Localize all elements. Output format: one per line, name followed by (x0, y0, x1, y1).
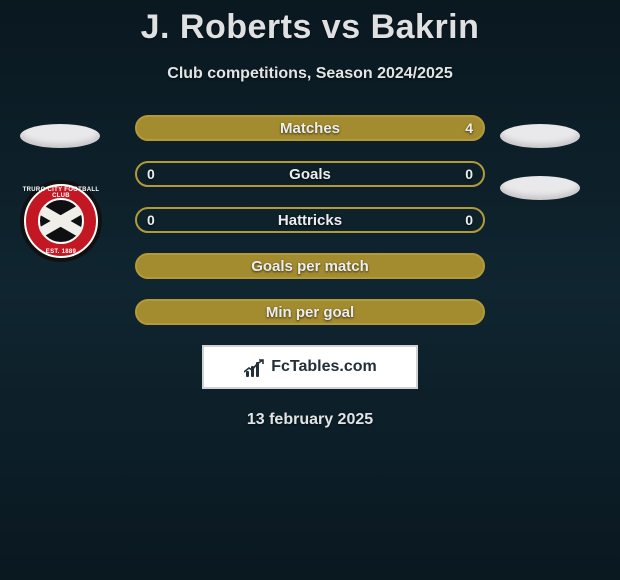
avatar-placeholder-right-2 (500, 176, 580, 200)
brand-text: FcTables.com (271, 358, 377, 376)
stat-value-right: 4 (465, 120, 473, 136)
stats-list: 4 Matches 0 0 Goals 0 0 Hattricks Goals per matc… (135, 115, 485, 325)
stat-value-left: 0 (147, 212, 155, 228)
stat-pill: Min per goal (135, 299, 485, 325)
brand-attribution: FcTables.com (202, 345, 418, 389)
avatar-placeholder-right-1 (500, 124, 580, 148)
trend-line-icon (244, 359, 264, 373)
stat-label: Hattricks (278, 212, 342, 229)
club-crest: TRURO CITY FOOTBALL CLUB EST. 1889 (20, 180, 102, 262)
stat-label: Min per goal (266, 304, 354, 321)
footer-date: 13 february 2025 (0, 411, 620, 429)
stat-value-right: 0 (465, 212, 473, 228)
stat-pill: 0 0 Goals (135, 161, 485, 187)
page-title: J. Roberts vs Bakrin (0, 8, 620, 47)
stat-label: Goals per match (251, 258, 369, 275)
stat-value-right: 0 (465, 166, 473, 182)
page-subtitle: Club competitions, Season 2024/2025 (0, 65, 620, 83)
page-root: J. Roberts vs Bakrin Club competitions, … (0, 0, 620, 580)
crest-bottom-text: EST. 1889 (20, 249, 102, 255)
stat-label: Goals (289, 166, 331, 183)
stat-label: Matches (280, 120, 340, 137)
bar-chart-icon (243, 357, 265, 377)
avatar-placeholder-left (20, 124, 100, 148)
crest-top-text: TRURO CITY FOOTBALL CLUB (20, 187, 102, 199)
stat-pill: 0 0 Hattricks (135, 207, 485, 233)
stat-pill: Goals per match (135, 253, 485, 279)
stat-value-left: 0 (147, 166, 155, 182)
stat-pill: 4 Matches (135, 115, 485, 141)
